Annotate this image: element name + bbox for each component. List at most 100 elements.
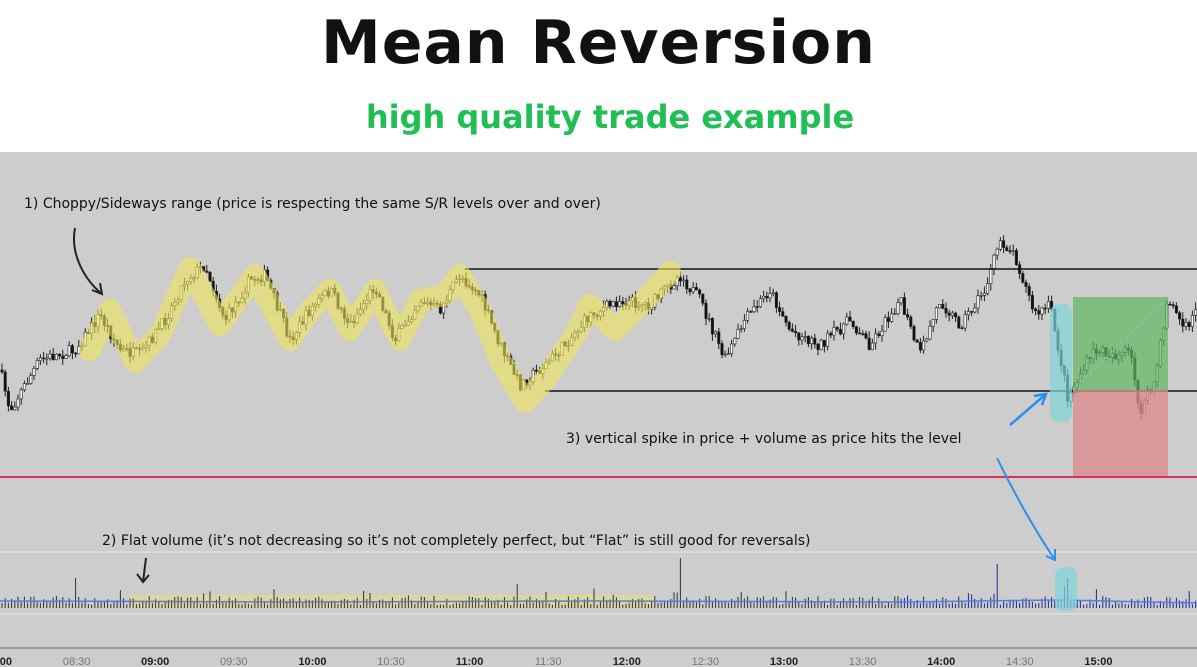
candle-body: [19, 389, 23, 400]
candle-body: [797, 332, 801, 341]
candle-body: [1034, 308, 1038, 311]
time-tick-label: 13:30: [849, 656, 877, 667]
candle-body: [6, 390, 10, 407]
candle-body: [730, 343, 734, 354]
candle-body: [864, 333, 868, 339]
candle-body: [845, 316, 849, 325]
candle-body: [752, 306, 756, 312]
annotation-2: 2) Flat volume (it’s not decreasing so i…: [102, 533, 811, 549]
candle-body: [701, 293, 705, 304]
annotation-3: 3) vertical spike in price + volume as p…: [566, 431, 962, 447]
candle-body: [829, 332, 833, 336]
candle-body: [858, 332, 862, 335]
candle-body: [778, 307, 782, 312]
candlestick-chart[interactable]: 08:00 08:30 09:00 09:30 10:00 10:30 11:00 11:30…: [0, 152, 1197, 667]
volume-average-line: [0, 599, 1197, 604]
candle-body: [774, 292, 778, 308]
candle-body: [1014, 250, 1018, 266]
candle-body: [970, 311, 974, 313]
candle-body: [42, 357, 46, 360]
candle-body: [608, 300, 612, 307]
candle-body: [925, 338, 929, 342]
time-tick-label: 10:00: [298, 656, 326, 667]
candle-body: [880, 330, 884, 336]
candle-body: [54, 353, 58, 361]
candle-body: [768, 293, 772, 299]
candle-body: [842, 323, 846, 335]
candle-body: [1011, 250, 1015, 252]
candle-body: [698, 289, 702, 295]
candle-body: [67, 345, 71, 357]
candle-body: [720, 343, 724, 356]
candle-body: [714, 331, 718, 335]
candle-body: [611, 301, 615, 307]
candle-body: [912, 326, 916, 341]
candle-body: [986, 283, 990, 294]
candle-body: [534, 369, 538, 372]
candle-body: [10, 405, 14, 411]
time-tick-label: 10:30: [377, 656, 405, 667]
time-tick-label: 15:00: [1084, 656, 1112, 667]
range-highlight-stroke: [79, 257, 681, 413]
candle-body: [621, 301, 625, 305]
candle-body: [819, 339, 823, 350]
candle-body: [806, 335, 810, 345]
candle-body: [22, 383, 26, 391]
candle-body: [1046, 301, 1050, 309]
arrow-1-icon: [73, 227, 104, 296]
candle-body: [835, 327, 839, 330]
trade-stop-zone: [1073, 390, 1168, 476]
candle-body: [950, 312, 954, 316]
candle-body: [784, 315, 788, 323]
candle-body: [51, 353, 55, 361]
time-tick-label: 09:00: [141, 656, 169, 667]
candle-body: [928, 325, 932, 340]
candle-body: [944, 308, 948, 314]
candle-body: [931, 319, 935, 327]
candle-body: [35, 360, 39, 369]
candle-body: [1171, 304, 1175, 307]
candle-body: [16, 398, 20, 408]
candle-body: [979, 294, 983, 297]
time-tick-label: 08:00: [0, 656, 12, 667]
candle-body: [614, 301, 618, 308]
time-tick-label: 08:30: [63, 656, 91, 667]
candle-body: [790, 328, 794, 332]
candle-body: [861, 333, 865, 335]
time-tick-label: 14:30: [1006, 656, 1034, 667]
candle-body: [938, 304, 942, 309]
time-tick-label: 14:00: [927, 656, 955, 667]
candle-body: [736, 329, 740, 339]
time-tick-label: 11:30: [535, 656, 562, 667]
candle-body: [934, 307, 938, 320]
candle-body: [13, 406, 17, 411]
candle-body: [38, 357, 42, 361]
candle-body: [29, 375, 33, 384]
candle-body: [960, 327, 964, 330]
candle-body: [998, 240, 1002, 250]
candle-body: [886, 317, 890, 322]
candle-body: [1174, 305, 1178, 314]
candle-body: [854, 326, 858, 334]
candle-body: [890, 313, 894, 322]
candle-body: [1037, 310, 1041, 315]
candle-body: [70, 345, 74, 354]
candle-body: [1027, 286, 1031, 296]
candle-body: [1178, 312, 1182, 320]
candle-body: [682, 279, 686, 282]
arrow-3b-icon: [996, 457, 1056, 562]
candle-body: [957, 316, 961, 329]
candle-body: [672, 285, 676, 290]
candle-body: [1168, 303, 1172, 306]
candle-body: [678, 277, 682, 282]
candle-body: [704, 302, 708, 319]
candle-body: [995, 248, 999, 256]
candle-body: [707, 318, 711, 320]
candle-body: [205, 270, 209, 273]
candle-body: [32, 368, 36, 376]
candle-body: [909, 316, 913, 327]
candle-body: [1024, 282, 1028, 287]
candle-body: [838, 329, 842, 335]
time-axis: 08:00 08:30 09:00 09:30 10:00 10:30 11:00 11:30…: [0, 656, 1112, 667]
range-highlight: [79, 257, 681, 413]
